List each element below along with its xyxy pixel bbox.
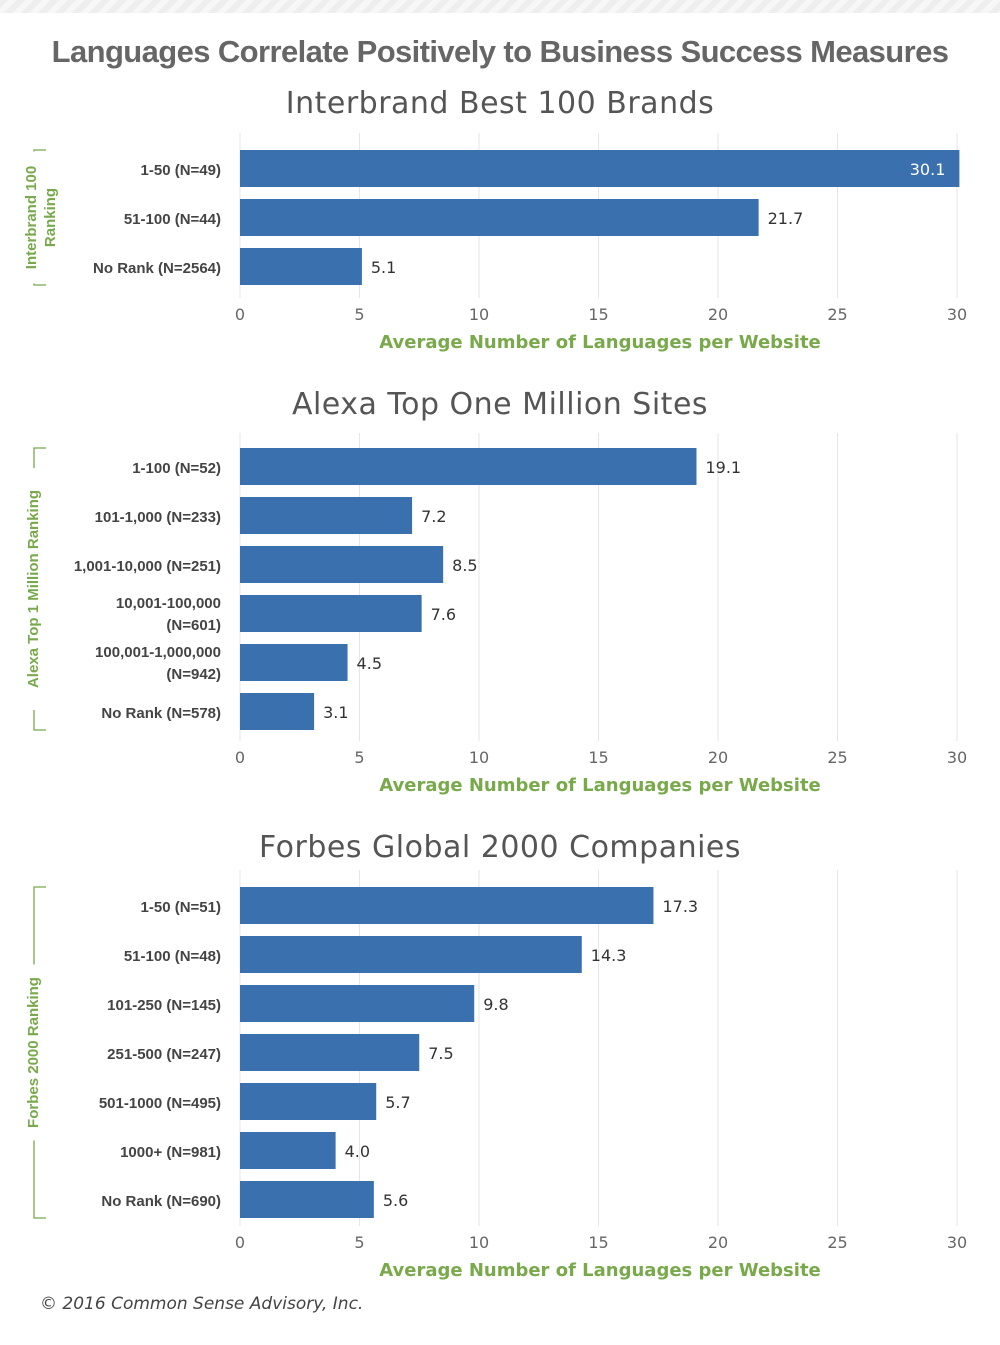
bar [240,150,960,187]
x-tick-label: 20 [708,305,728,324]
x-tick-label: 5 [354,305,364,324]
bar [240,497,413,534]
bar [240,1083,377,1120]
x-tick-label: 5 [354,1233,364,1252]
category-label: 51-100 (N=44) [124,211,221,228]
chart-title-interbrand: Interbrand Best 100 Brands [285,86,715,121]
category-label: 1-50 (N=49) [141,162,221,179]
x-tick-label: 0 [235,305,245,324]
chart-title-alexa: Alexa Top One Million Sites [291,387,709,422]
x-axis-title: Average Number of Languages per Website [379,1260,821,1281]
bar [240,546,444,583]
x-tick-label: 5 [354,748,364,767]
chart-title-forbes: Forbes Global 2000 Companies [258,830,742,865]
bar [240,1034,420,1071]
x-tick-label: 10 [469,1233,489,1252]
y-axis-title: Forbes 2000 Ranking [25,977,42,1128]
x-tick-label: 15 [588,748,608,767]
x-tick-label: 30 [947,305,967,324]
category-label: 1-50 (N=51) [141,899,221,916]
data-label: 4.0 [345,1142,370,1161]
data-label: 21.7 [768,209,804,228]
x-axis-title: Average Number of Languages per Website [379,775,821,796]
data-label: 30.1 [910,160,946,179]
bracket [33,886,46,1219]
category-label: No Rank (N=578) [101,705,221,722]
x-tick-label: 25 [827,305,847,324]
x-tick-label: 20 [708,748,728,767]
category-label: 1-100 (N=52) [132,460,221,477]
category-label: 1000+ (N=981) [120,1144,221,1161]
x-tick-label: 30 [947,748,967,767]
category-label: No Rank (N=2564) [93,260,221,277]
x-tick-label: 25 [827,748,847,767]
category-label: 101-1,000 (N=233) [95,509,221,526]
data-label: 7.6 [431,605,456,624]
category-label: 251-500 (N=247) [107,1046,221,1063]
data-label: 3.1 [323,703,348,722]
bar [240,887,654,924]
bar [240,1181,374,1218]
x-tick-label: 15 [588,1233,608,1252]
x-axis-title: Average Number of Languages per Website [379,332,821,353]
category-label: 10,001-100,000 (N=601) [116,595,221,634]
y-axis-title: Alexa Top 1 Million Ranking [25,490,42,688]
x-tick-label: 20 [708,1233,728,1252]
decorative-stripe [0,0,1000,13]
category-label: 100,001-1,000,000 (N=942) [95,644,221,683]
category-label: No Rank (N=690) [101,1193,221,1210]
bar [240,595,422,632]
data-label: 4.5 [357,654,382,673]
bar [240,248,362,285]
category-label: 101-250 (N=145) [107,997,221,1014]
bar [240,448,697,485]
bar [240,936,582,973]
bracket [33,447,46,731]
category-label: 1,001-10,000 (N=251) [74,558,221,575]
x-tick-label: 10 [469,305,489,324]
x-tick-label: 25 [827,1233,847,1252]
bracket [33,149,46,286]
x-tick-label: 15 [588,305,608,324]
bar [240,693,315,730]
data-label: 5.6 [383,1191,408,1210]
bar [240,644,348,681]
y-axis-title: Interbrand 100 Ranking [23,166,59,269]
bar [240,1132,336,1169]
x-tick-label: 0 [235,748,245,767]
category-label: 501-1000 (N=495) [99,1095,221,1112]
data-label: 5.1 [371,258,396,277]
data-label: 9.8 [483,995,508,1014]
main-title: Languages Correlate Positively to Busine… [51,34,949,69]
data-label: 8.5 [452,556,477,575]
x-tick-label: 30 [947,1233,967,1252]
data-label: 7.5 [428,1044,453,1063]
data-label: 5.7 [385,1093,410,1112]
bar [240,199,759,236]
data-label: 17.3 [662,897,698,916]
category-label: 51-100 (N=48) [124,948,221,965]
data-label: 7.2 [421,507,446,526]
data-label: 14.3 [591,946,627,965]
bar [240,985,475,1022]
copyright-footer: © 2016 Common Sense Advisory, Inc. [40,1294,364,1314]
x-tick-label: 10 [469,748,489,767]
x-tick-label: 0 [235,1233,245,1252]
data-label: 19.1 [705,458,741,477]
